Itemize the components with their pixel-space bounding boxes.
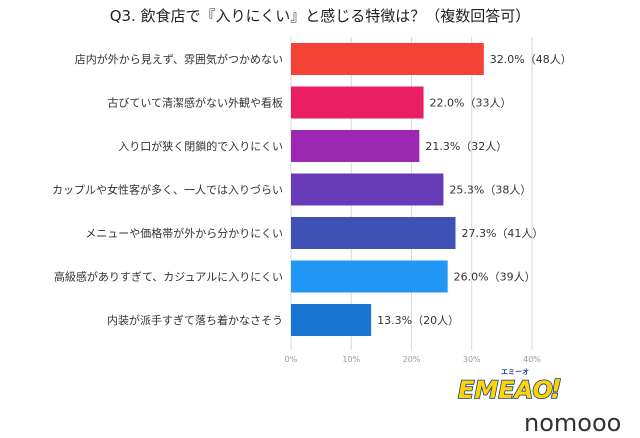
x-tick-label: 20% <box>403 355 421 364</box>
category-label: 高級感がありすぎて、カジュアルに入りにくい <box>54 270 283 284</box>
svg-text:エミーオ: エミーオ <box>501 368 529 376</box>
svg-text:!: ! <box>550 375 562 405</box>
chart-title: Q3. 飲食店で『入りにくい』と感じる特徴は？（複数回答可） <box>110 7 531 25</box>
category-label: 入り口が狭く閉鎖的で入りにくい <box>118 139 283 153</box>
category-label: 内装が派手すぎて落ち着かなさそう <box>107 313 283 327</box>
category-labels: 店内が外から見えず、雰囲気がつかめない古びていて清潔感がない外観や看板入り口が狭… <box>52 52 283 327</box>
category-label: メニューや価格帯が外から分かりにくい <box>85 226 283 240</box>
value-labels: 32.0%（48人） 22.0%（33人） 21.3%（32人） 25.3%（38人）… <box>377 53 572 327</box>
x-tick-label: 40% <box>523 355 541 364</box>
emeao-logo: エミーオ EMEAO ! <box>456 365 566 406</box>
data-label: 21.3%（32人） <box>425 140 507 153</box>
svg-text:EMEAO: EMEAO <box>458 376 553 404</box>
data-label: 22.0%（33人） <box>430 97 512 110</box>
data-label: 13.3%（20人） <box>377 314 459 327</box>
bar <box>291 173 444 206</box>
data-label: 25.3%（38人） <box>449 184 531 197</box>
category-label: 古びていて清潔感がない外観や看板 <box>107 96 283 110</box>
bar <box>291 304 372 336</box>
category-label: カップルや女性客が多く、一人では入りづらい <box>52 183 283 197</box>
bar <box>291 86 424 119</box>
bar <box>291 43 484 75</box>
bars <box>291 43 484 336</box>
x-tick-label: 0% <box>285 355 298 364</box>
bar <box>291 260 448 293</box>
nomooo-watermark: nomooo <box>524 409 622 437</box>
x-tick-label: 10% <box>342 355 360 364</box>
data-label: 32.0%（48人） <box>490 53 572 66</box>
x-tick-label: 30% <box>463 355 481 364</box>
data-label: 26.0%（39人） <box>454 271 536 284</box>
category-label: 店内が外から見えず、雰囲気がつかめない <box>75 52 283 66</box>
data-label: 27.3%（41人） <box>461 227 543 240</box>
bar <box>291 217 456 249</box>
bar <box>291 130 420 162</box>
x-axis-ticks: 0% 10% 20% 30% 40% <box>285 355 542 364</box>
